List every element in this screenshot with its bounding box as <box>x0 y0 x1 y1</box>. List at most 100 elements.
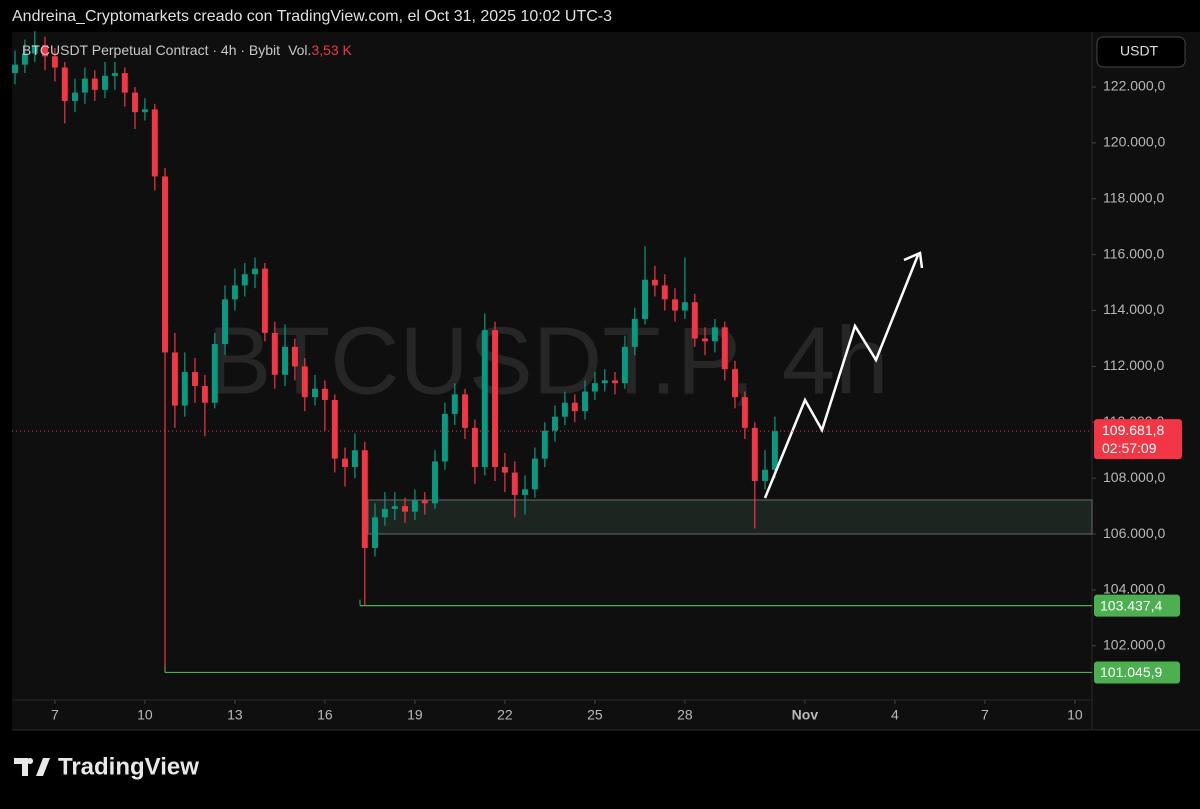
price-label-box <box>1094 594 1180 617</box>
candle-body <box>511 472 518 495</box>
volume: 3,53 K <box>311 42 352 58</box>
y-tick-label: 112.000,0 <box>1103 357 1164 373</box>
plot <box>12 31 778 673</box>
header: Andreina_Cryptomarkets creado con Tradin… <box>12 8 612 25</box>
watermark: BTCUSDT.P, 4h <box>207 307 888 414</box>
candle-body <box>721 327 728 370</box>
candle-body <box>102 75 108 90</box>
candle-body <box>462 394 468 428</box>
candle-body <box>471 427 478 467</box>
candle-body <box>492 330 498 467</box>
demand-zone <box>367 499 1093 535</box>
x-tick-label: 16 <box>317 707 333 723</box>
candle-body <box>321 388 328 400</box>
candle-body <box>591 383 598 392</box>
candle-body <box>111 73 118 76</box>
price-label: 103.437,4 <box>1100 597 1162 613</box>
candle-body <box>561 402 568 417</box>
candle-body <box>342 458 348 467</box>
candle-body <box>751 427 758 481</box>
current-price-box <box>1094 419 1182 460</box>
x-tick-label: 4 <box>891 707 899 723</box>
candle-body <box>481 330 488 467</box>
candle-body <box>421 500 428 504</box>
candle-body <box>151 109 158 177</box>
candle-body <box>771 431 778 470</box>
candle-body <box>411 500 418 512</box>
candle-body <box>201 385 208 403</box>
currency-box[interactable] <box>1096 36 1186 68</box>
candle-body <box>121 73 128 93</box>
candle-body <box>681 302 688 311</box>
candle-body <box>141 109 148 113</box>
y-tick-label: 104.000,0 <box>1103 581 1165 597</box>
candle-body <box>612 380 618 384</box>
x-tick-label: 28 <box>677 707 693 723</box>
candle-body <box>361 450 368 549</box>
candle-body <box>61 67 68 102</box>
arrow-head <box>903 251 924 269</box>
candle-body <box>81 78 88 93</box>
y-tick-label: 106.000,0 <box>1103 525 1165 541</box>
y-tick-label: 118.000,0 <box>1103 189 1164 205</box>
price-label: 101.045,9 <box>1100 664 1162 680</box>
candle-body <box>402 506 408 512</box>
x-tick-label: 19 <box>407 707 423 723</box>
candle-body <box>732 369 738 398</box>
x-tick-label: 7 <box>51 707 59 723</box>
candle-body <box>51 56 58 68</box>
y-tick-label: 120.000,0 <box>1103 134 1165 150</box>
candle-body <box>441 413 448 462</box>
candle-body <box>241 274 248 286</box>
candle-body <box>391 506 398 509</box>
candle-body <box>571 402 578 412</box>
candle-body <box>211 344 218 403</box>
candle-body <box>672 299 678 311</box>
candle-body <box>331 399 338 459</box>
candle-body <box>351 450 358 467</box>
candle-body <box>381 508 388 518</box>
candle-body <box>552 416 558 431</box>
candle-body <box>162 176 168 353</box>
logo: TradingView <box>14 753 199 780</box>
candle-body <box>642 279 648 319</box>
candle-body <box>181 372 188 406</box>
candle-body <box>291 346 298 367</box>
y-tick-label: 108.000,0 <box>1103 469 1165 485</box>
candle-body <box>651 279 658 286</box>
candle-body <box>282 346 288 375</box>
candle-body <box>661 285 668 300</box>
x-tick-label: Nov <box>792 707 819 723</box>
candle-body <box>582 391 588 412</box>
candle-body <box>31 45 38 54</box>
symbol: BTCUSDT Perpetual Contract · 4h · Bybit <box>22 42 280 58</box>
currency[interactable]: USDT <box>1120 43 1159 59</box>
candle-body <box>192 372 198 386</box>
current-price-label: 109.681,8 <box>1102 422 1164 438</box>
candle-body <box>21 53 28 65</box>
x-tick-label: 22 <box>497 707 513 723</box>
candle-body <box>631 318 638 347</box>
candle-body <box>522 489 528 495</box>
candle-body <box>451 394 458 414</box>
candle-body <box>501 466 508 473</box>
candle-body <box>541 430 548 459</box>
candle-body <box>42 45 48 57</box>
candle-body <box>762 469 768 481</box>
candle-body <box>252 268 258 275</box>
y-tick-label: 114.000,0 <box>1103 301 1164 317</box>
candle-body <box>72 92 78 102</box>
y-tick-label: 116.000,0 <box>1103 245 1164 261</box>
x-tick-label: 10 <box>137 707 153 723</box>
logo-icon <box>14 758 50 776</box>
candle-body <box>271 332 278 375</box>
candle-body <box>12 64 18 74</box>
brand: TradingView <box>58 753 199 780</box>
x-tick-label: 13 <box>227 707 243 723</box>
chart-panel <box>12 32 1092 730</box>
candle-body <box>312 388 318 398</box>
candle-body <box>621 346 628 384</box>
projection-arrow <box>763 254 920 499</box>
candle-body <box>531 458 538 490</box>
candle-body <box>691 302 698 339</box>
